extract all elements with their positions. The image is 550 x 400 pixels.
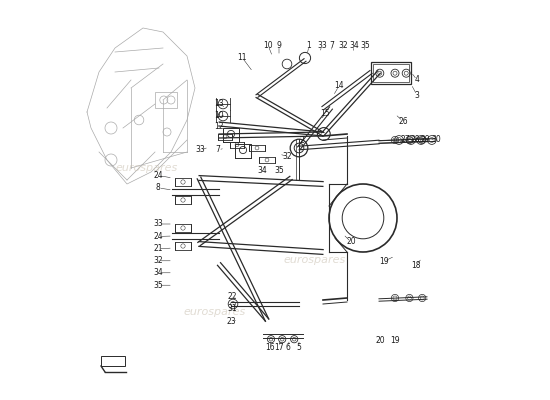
- Bar: [174, 242, 191, 250]
- Text: 12: 12: [214, 122, 224, 131]
- Text: 17: 17: [274, 343, 284, 352]
- Text: 3: 3: [415, 91, 420, 100]
- Text: 15: 15: [320, 110, 330, 118]
- Text: 26: 26: [398, 117, 408, 126]
- Text: 13: 13: [214, 99, 224, 108]
- Text: 33: 33: [153, 220, 163, 228]
- Bar: [373, 64, 409, 82]
- Text: eurospares: eurospares: [284, 255, 346, 265]
- Text: 6: 6: [286, 343, 290, 352]
- Bar: [371, 62, 411, 84]
- Text: 1: 1: [307, 41, 311, 50]
- Text: 35: 35: [360, 41, 370, 50]
- Text: 23: 23: [227, 317, 236, 326]
- Text: 21: 21: [153, 244, 163, 253]
- Bar: [260, 157, 274, 163]
- Text: 7: 7: [330, 41, 334, 50]
- Bar: [155, 92, 177, 108]
- Text: 34: 34: [153, 268, 163, 277]
- Text: 24: 24: [153, 171, 163, 180]
- Text: 32: 32: [338, 41, 348, 50]
- Text: 19: 19: [379, 257, 389, 266]
- Text: 31: 31: [227, 304, 236, 313]
- Bar: [174, 196, 191, 204]
- Bar: [101, 356, 125, 366]
- Text: eurospares: eurospares: [116, 163, 178, 173]
- Text: 9: 9: [277, 41, 282, 50]
- Bar: [249, 145, 265, 151]
- Text: 20: 20: [376, 336, 385, 345]
- Text: eurospares: eurospares: [184, 307, 246, 317]
- Bar: [174, 178, 191, 186]
- Text: 19: 19: [390, 336, 400, 345]
- Text: 20: 20: [346, 238, 356, 246]
- Text: 29: 29: [421, 135, 431, 144]
- Bar: [174, 224, 191, 232]
- Text: 14: 14: [334, 82, 344, 90]
- Bar: [230, 142, 244, 148]
- Text: 35: 35: [153, 281, 163, 290]
- Text: 2: 2: [300, 136, 305, 145]
- Text: 5: 5: [296, 343, 301, 352]
- Text: 33: 33: [317, 41, 327, 50]
- Text: 34: 34: [257, 166, 267, 175]
- Text: 32: 32: [153, 256, 163, 265]
- Text: 35: 35: [274, 166, 284, 175]
- Text: 34: 34: [349, 41, 359, 50]
- Text: 22: 22: [227, 292, 236, 301]
- Text: 30: 30: [431, 135, 441, 144]
- Text: 8: 8: [156, 184, 161, 192]
- Text: 33: 33: [195, 146, 205, 154]
- Text: 10: 10: [214, 111, 224, 120]
- Text: 24: 24: [153, 232, 163, 241]
- Text: 10: 10: [263, 41, 273, 50]
- Text: 11: 11: [238, 53, 247, 62]
- Bar: [218, 134, 232, 140]
- Text: 18: 18: [411, 261, 421, 270]
- Text: 32: 32: [283, 152, 292, 161]
- Text: 4: 4: [415, 76, 420, 84]
- Text: 27: 27: [400, 135, 410, 144]
- Text: 28: 28: [411, 135, 420, 144]
- Text: 16: 16: [265, 343, 274, 352]
- Text: 7: 7: [216, 146, 221, 154]
